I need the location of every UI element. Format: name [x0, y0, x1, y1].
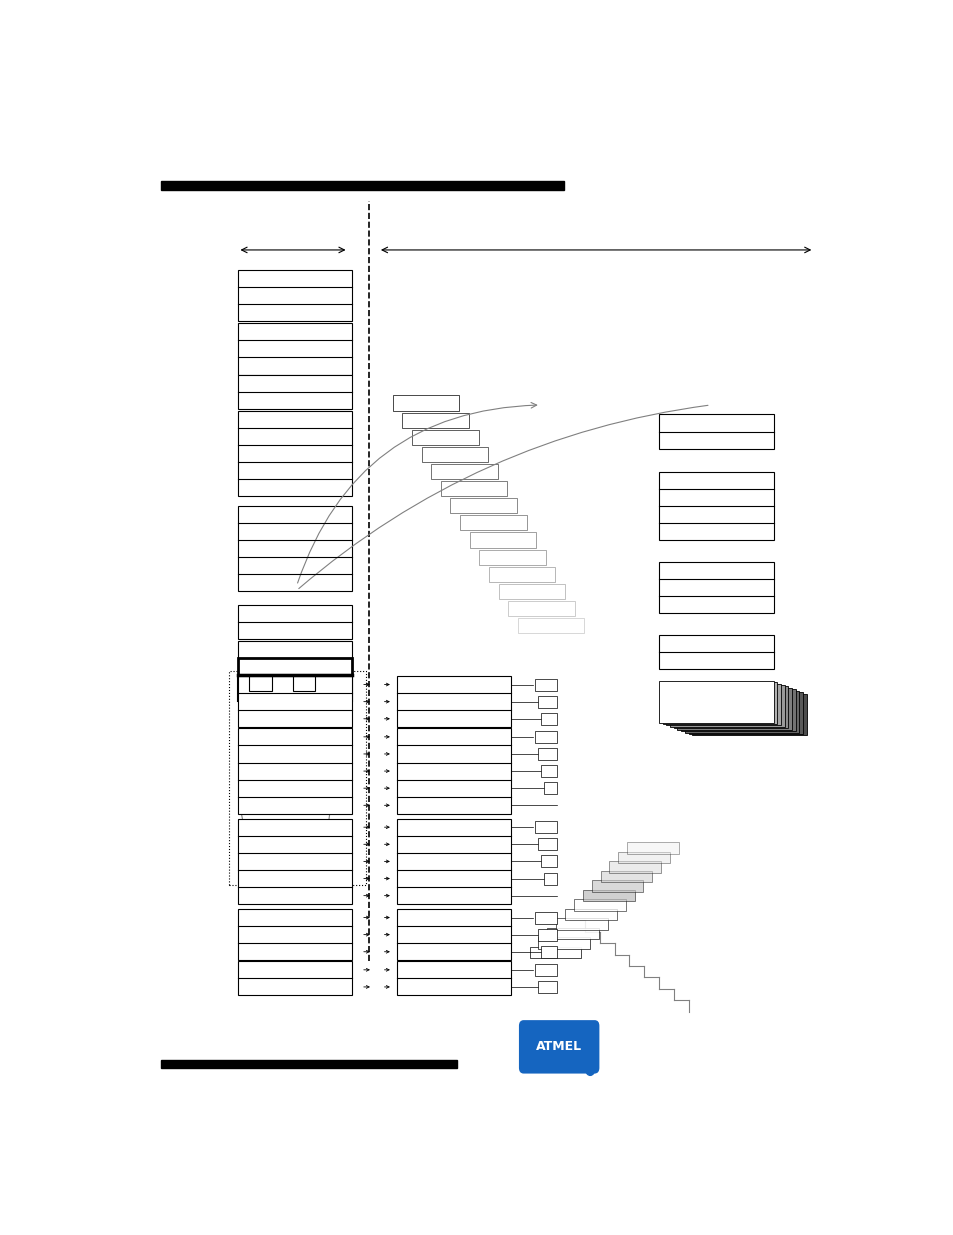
- Bar: [237, 909, 352, 961]
- Bar: [618, 852, 669, 863]
- Bar: [237, 676, 352, 700]
- Bar: [469, 532, 536, 547]
- Bar: [293, 676, 315, 692]
- Bar: [680, 689, 795, 731]
- Bar: [431, 464, 497, 479]
- Bar: [421, 447, 488, 462]
- Bar: [659, 562, 773, 614]
- Bar: [249, 676, 272, 692]
- Bar: [535, 678, 557, 690]
- Bar: [237, 961, 352, 995]
- FancyBboxPatch shape: [519, 1021, 598, 1072]
- Bar: [547, 927, 598, 940]
- Bar: [535, 963, 557, 976]
- Bar: [229, 672, 366, 885]
- Bar: [161, 1060, 456, 1068]
- Bar: [440, 482, 507, 496]
- Bar: [535, 911, 557, 924]
- Bar: [677, 688, 791, 730]
- Bar: [659, 472, 773, 540]
- Bar: [450, 498, 517, 514]
- Bar: [237, 411, 352, 496]
- Bar: [237, 605, 352, 638]
- Bar: [662, 682, 777, 724]
- Bar: [591, 881, 642, 892]
- Bar: [412, 430, 478, 445]
- Bar: [393, 395, 459, 411]
- Bar: [688, 692, 802, 734]
- Bar: [237, 324, 352, 374]
- Bar: [537, 937, 590, 948]
- Bar: [237, 641, 352, 658]
- Bar: [659, 415, 773, 448]
- Bar: [396, 729, 511, 814]
- Bar: [237, 658, 352, 676]
- Bar: [237, 676, 352, 727]
- Bar: [237, 506, 352, 592]
- Bar: [540, 764, 557, 777]
- Bar: [540, 946, 557, 958]
- Bar: [540, 856, 557, 867]
- Bar: [478, 550, 545, 564]
- Bar: [396, 676, 511, 727]
- Bar: [537, 929, 557, 941]
- Bar: [237, 270, 352, 321]
- Bar: [540, 713, 557, 725]
- Bar: [537, 981, 557, 993]
- Bar: [609, 862, 660, 873]
- Text: ATMEL: ATMEL: [536, 1040, 581, 1053]
- Bar: [402, 412, 469, 427]
- Bar: [529, 947, 580, 958]
- Bar: [535, 731, 557, 742]
- Bar: [498, 584, 564, 599]
- Bar: [396, 961, 511, 995]
- Bar: [574, 899, 625, 911]
- Circle shape: [585, 1065, 594, 1076]
- Bar: [582, 890, 634, 902]
- Bar: [543, 782, 557, 794]
- Bar: [665, 684, 781, 725]
- Bar: [237, 729, 352, 814]
- Bar: [543, 873, 557, 884]
- Bar: [396, 909, 511, 961]
- Bar: [537, 695, 557, 708]
- Bar: [237, 819, 352, 904]
- Bar: [659, 635, 773, 669]
- Bar: [508, 601, 574, 616]
- Bar: [237, 374, 352, 409]
- Bar: [684, 690, 799, 732]
- Bar: [556, 919, 607, 930]
- Bar: [669, 685, 783, 727]
- Bar: [537, 748, 557, 760]
- Bar: [396, 819, 511, 904]
- Bar: [600, 871, 652, 882]
- Bar: [517, 618, 583, 634]
- Bar: [692, 694, 806, 735]
- Bar: [626, 842, 679, 853]
- Bar: [673, 687, 787, 729]
- Bar: [535, 821, 557, 834]
- Bar: [459, 515, 526, 531]
- Bar: [564, 909, 617, 920]
- Bar: [488, 567, 555, 582]
- Bar: [537, 839, 557, 850]
- Bar: [659, 680, 773, 722]
- Bar: [161, 180, 564, 190]
